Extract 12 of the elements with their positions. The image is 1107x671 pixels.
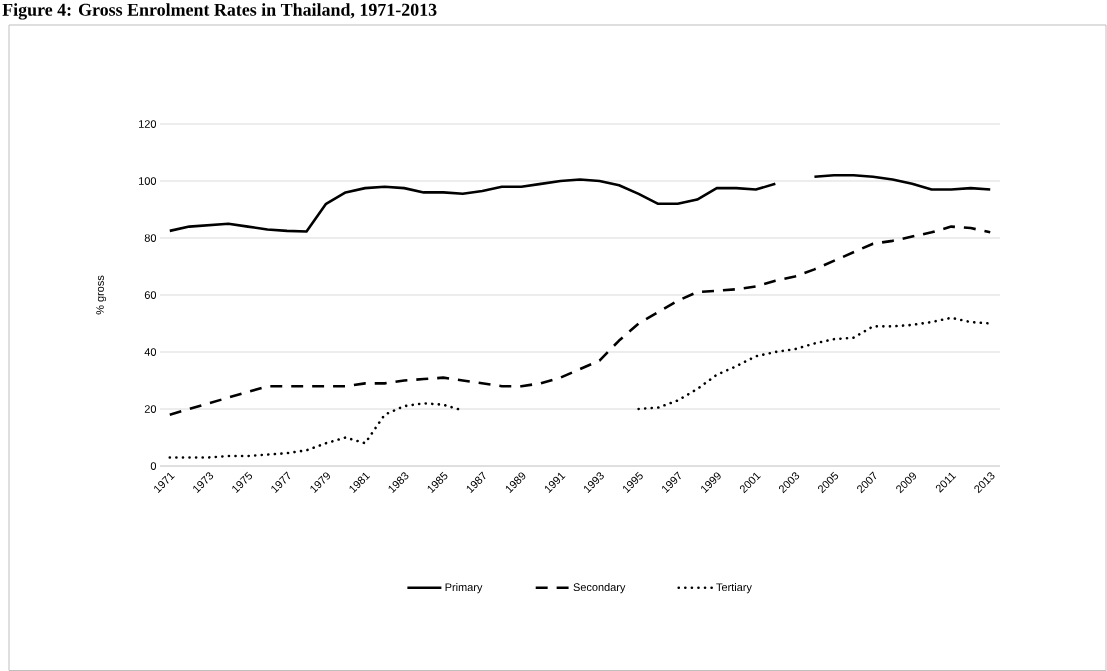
legend-label: Primary <box>445 583 483 594</box>
y-tick-label: 20 <box>144 405 157 413</box>
y-tick-label: 100 <box>139 177 157 185</box>
y-tick-label: 80 <box>144 234 157 242</box>
chart-title: Figure 4: Gross Enrolment Rates in Thailand, 1971-2013 <box>2 3 437 20</box>
legend-label: Secondary <box>573 583 626 594</box>
y-tick-label: 0 <box>150 462 157 470</box>
y-tick-label: 120 <box>139 120 157 128</box>
y-tick-label: 40 <box>144 348 157 356</box>
y-tick-label: 60 <box>144 291 157 299</box>
legend-label: Tertiary <box>716 583 752 594</box>
y-axis-title: % gross <box>96 275 107 315</box>
